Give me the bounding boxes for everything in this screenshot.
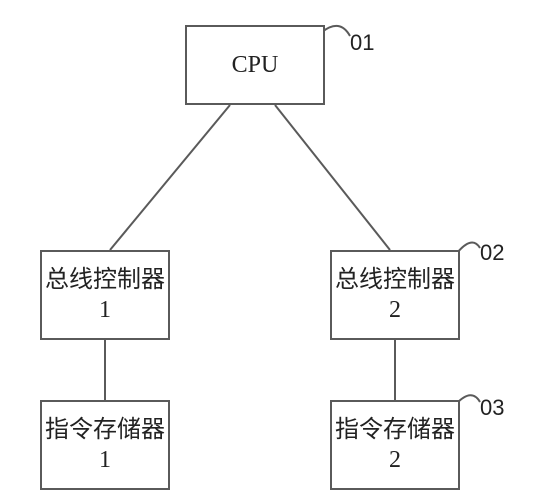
node-instruction-memory-2: 指令存储器2 bbox=[330, 400, 460, 490]
callout-label-03: 03 bbox=[480, 395, 504, 421]
callout-label-01: 01 bbox=[350, 30, 374, 56]
callout-label-02: 02 bbox=[480, 240, 504, 266]
node-cpu-label: CPU bbox=[232, 50, 279, 80]
node-bus-controller-2: 总线控制器2 bbox=[330, 250, 460, 340]
node-cpu: CPU bbox=[185, 25, 325, 105]
node-instruction-memory-2-label: 指令存储器2 bbox=[332, 415, 458, 475]
node-bus-controller-1: 总线控制器1 bbox=[40, 250, 170, 340]
node-instruction-memory-1-label: 指令存储器1 bbox=[42, 415, 168, 475]
node-bus-controller-1-label: 总线控制器1 bbox=[42, 265, 168, 325]
node-bus-controller-2-label: 总线控制器2 bbox=[332, 265, 458, 325]
node-instruction-memory-1: 指令存储器1 bbox=[40, 400, 170, 490]
diagram-canvas: CPU 01 总线控制器1 总线控制器2 02 指令存储器1 指令存储器2 03 bbox=[0, 0, 538, 500]
